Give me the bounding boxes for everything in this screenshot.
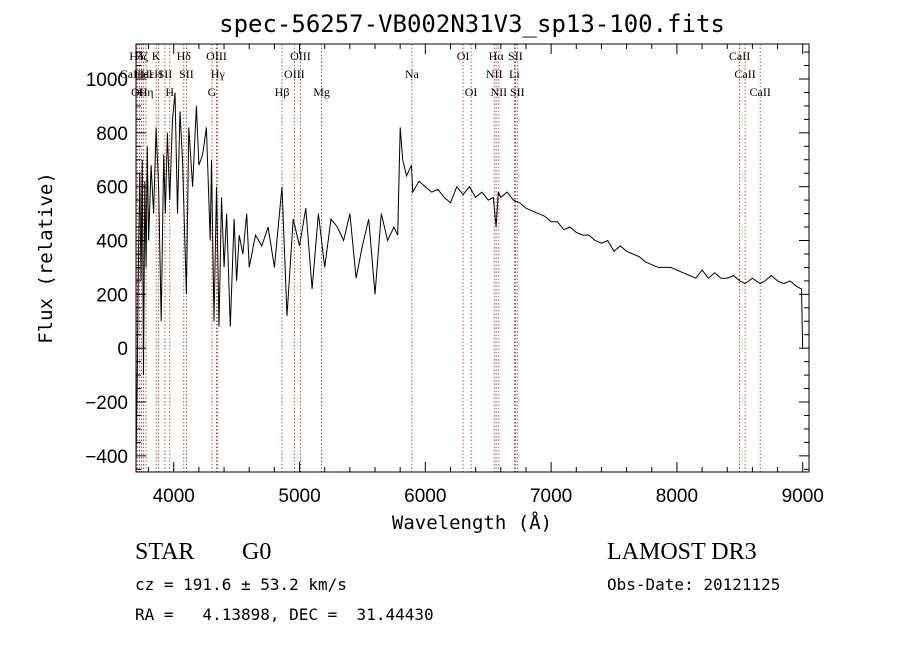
x-tick-label-0: 4000: [153, 486, 195, 507]
y-tick-label-4: 400: [96, 232, 128, 253]
y-tick-label-6: 800: [96, 124, 128, 145]
y-axis-label: Flux (relative): [35, 172, 57, 344]
line-label-14: G: [208, 85, 217, 99]
x-axis-label: Wavelength (Å): [392, 511, 552, 534]
line-label-5: Hη: [139, 85, 154, 99]
y-tick-label-0: −400: [85, 447, 128, 468]
y-axis-ticks: −400 −200 0 200 400 600 800 1000: [85, 51, 809, 470]
x-tick-label-3: 7000: [530, 486, 572, 507]
line-label-8: SII: [158, 67, 173, 81]
line-label-27: SII: [510, 85, 525, 99]
line-label-6: K: [152, 49, 161, 63]
observation-date: Obs-Date: 20121125: [607, 575, 780, 594]
line-label-29: CaII: [734, 67, 755, 81]
object-subclass: G0: [242, 539, 271, 565]
line-label-23: NII: [486, 67, 503, 81]
y-tick-label-3: 200: [96, 285, 128, 306]
redshift-cz: cz = 191.6 ± 53.2 km/s: [135, 575, 347, 594]
x-tick-label-5: 9000: [782, 486, 824, 507]
line-label-28: CaII: [729, 49, 750, 63]
y-tick-label-5: 600: [96, 178, 128, 199]
x-tick-label-1: 5000: [278, 486, 320, 507]
line-label-25: SII: [508, 49, 523, 63]
line-label-22: Hα: [489, 49, 505, 63]
coordinates: RA = 4.13898, DEC = 31.44430: [135, 605, 434, 624]
x-tick-label-4: 8000: [656, 486, 698, 507]
plot-frame: [135, 43, 810, 473]
object-class: STAR: [135, 539, 194, 565]
line-label-7: H: [154, 67, 163, 81]
line-label-4: HeI: [135, 67, 153, 81]
x-tick-label-2: 6000: [404, 486, 446, 507]
line-label-16: OIII: [290, 49, 311, 63]
line-label-17: OIII: [284, 67, 305, 81]
line-label-1: CaIIHε: [120, 67, 155, 81]
line-label-26: Li: [509, 67, 520, 81]
line-label-9: H: [165, 85, 174, 99]
spectrum-line: [135, 92, 804, 462]
line-label-21: OI: [465, 85, 478, 99]
line-label-15: Hβ: [275, 85, 290, 99]
line-label-20: OI: [457, 49, 470, 63]
chart-title: spec-56257-VB002N31V3_sp13-100.fits: [219, 10, 725, 38]
y-tick-label-2: 0: [117, 339, 128, 360]
line-label-13: Hγ: [211, 67, 226, 81]
line-label-19: Na: [405, 67, 420, 81]
line-label-12: OIII: [206, 49, 227, 63]
line-label-24: NII: [490, 85, 507, 99]
line-label-18: Mg: [313, 85, 330, 99]
line-label-11: SII: [179, 67, 194, 81]
x-axis-ticks: 4000 5000 6000 7000 8000 9000: [148, 44, 824, 507]
line-label-10: Hδ: [177, 49, 192, 63]
line-label-30: CaII: [750, 85, 771, 99]
y-tick-label-7: 1000: [86, 70, 128, 91]
survey-name: LAMOST DR3: [607, 539, 757, 565]
y-tick-label-1: −200: [85, 393, 128, 414]
